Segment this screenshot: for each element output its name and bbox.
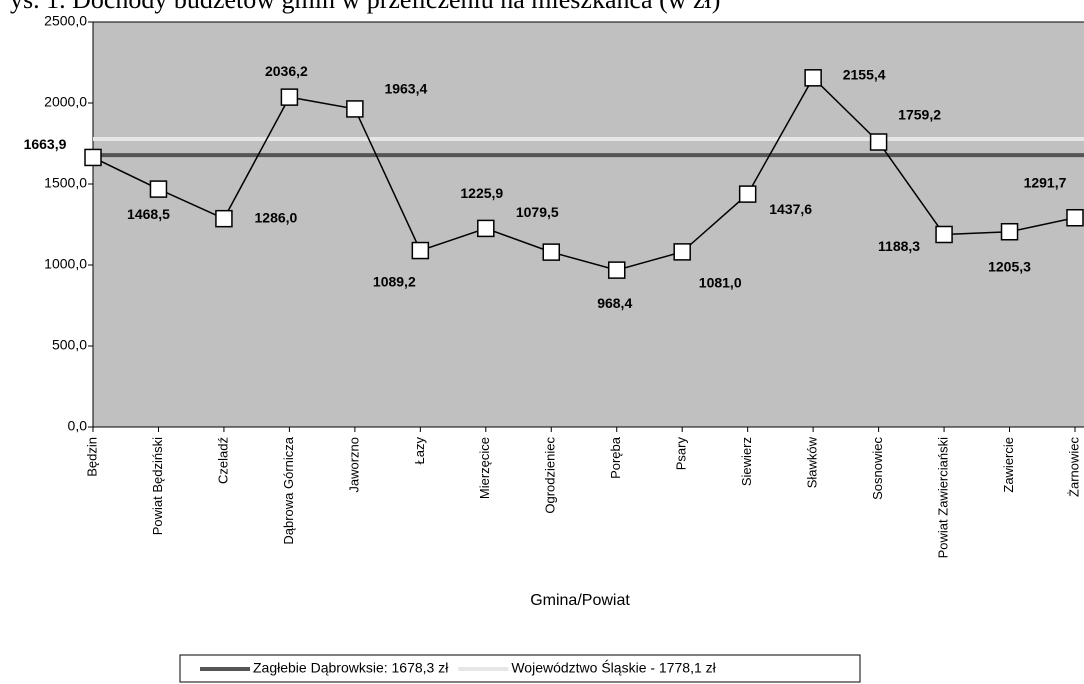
x-tick-label: Psary — [674, 437, 689, 471]
data-label: 1437,6 — [769, 201, 812, 217]
x-tick-label: Ogrodzieniec — [543, 437, 558, 514]
x-tick-label: Poręba — [608, 436, 623, 479]
data-label: 1079,5 — [516, 204, 559, 220]
x-tick-label: Powiat Będziński — [150, 437, 165, 535]
y-tick-label: 2500,0 — [44, 13, 87, 29]
x-tick-label: Łazy — [412, 437, 427, 465]
y-tick-label: 1500,0 — [44, 175, 87, 191]
data-label: 968,4 — [597, 295, 632, 311]
data-label: 1081,0 — [699, 275, 742, 291]
data-point — [673, 243, 691, 261]
x-tick-label: Żarnowiec — [1066, 437, 1081, 497]
y-tick-label: 0,0 — [68, 418, 88, 434]
data-point — [935, 225, 953, 244]
data-label: 1205,3 — [988, 258, 1031, 274]
data-point — [411, 241, 430, 260]
data-point — [149, 180, 168, 198]
x-tick-label: Sławków — [805, 436, 820, 488]
y-tick-label: 2000,0 — [44, 94, 87, 110]
data-point — [804, 69, 822, 87]
y-tick-label: 1000,0 — [44, 256, 87, 272]
x-tick-label: Będzin — [84, 437, 99, 477]
data-label: 2155,4 — [843, 67, 886, 83]
x-tick-label: Sosnowiec — [870, 437, 885, 500]
data-label: 1759,2 — [898, 107, 941, 123]
data-label: 1963,4 — [384, 81, 427, 97]
data-label: 1089,2 — [373, 273, 416, 289]
x-tick-label: Jaworzno — [346, 437, 361, 493]
data-label: 1188,3 — [878, 238, 920, 254]
data-point — [477, 219, 495, 238]
data-label: 2036,2 — [265, 63, 308, 79]
data-label: 1286,0 — [255, 209, 298, 225]
plot-area — [92, 21, 1084, 428]
data-point — [215, 209, 233, 228]
data-label: 1225,9 — [460, 185, 503, 201]
data-point — [84, 148, 102, 167]
x-tick-label: Mierzęcice — [477, 437, 492, 499]
x-tick-label: Czeladź — [215, 437, 230, 484]
data-label: 1663,9 — [24, 136, 67, 152]
data-point — [738, 185, 757, 203]
legend-box — [179, 654, 861, 683]
chart-title: ys. 1. Dochody budżetów gmin w przelicze… — [10, 0, 720, 14]
x-tick-label: Powiat Zawierciański — [936, 437, 951, 558]
y-tick-label: 500,0 — [52, 337, 87, 353]
legend-label: Zagłebie Dąbrowksie: 1678,3 zł — [253, 660, 449, 676]
data-point — [280, 88, 299, 106]
x-tick-label: Zawiercie — [1001, 437, 1016, 493]
data-point — [542, 243, 561, 261]
x-tick-label: Dąbrowa Górnicza — [281, 436, 296, 544]
data-point — [346, 100, 364, 118]
data-line — [92, 76, 1076, 271]
x-axis-title: Gmina/Powiat — [530, 592, 630, 609]
data-point — [1066, 208, 1084, 227]
data-label: 1291,7 — [1024, 174, 1067, 190]
data-label: 1468,5 — [127, 206, 170, 222]
x-tick-label: Siewierz — [739, 437, 754, 486]
data-point — [869, 133, 888, 151]
data-point — [1000, 222, 1019, 241]
legend-label: Województwo Śląskie - 1778,1 zł — [511, 659, 716, 676]
data-point — [607, 261, 626, 279]
